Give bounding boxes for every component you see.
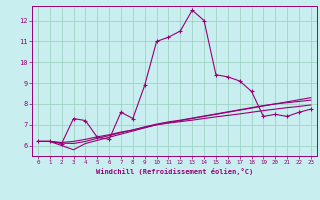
X-axis label: Windchill (Refroidissement éolien,°C): Windchill (Refroidissement éolien,°C) xyxy=(96,168,253,175)
